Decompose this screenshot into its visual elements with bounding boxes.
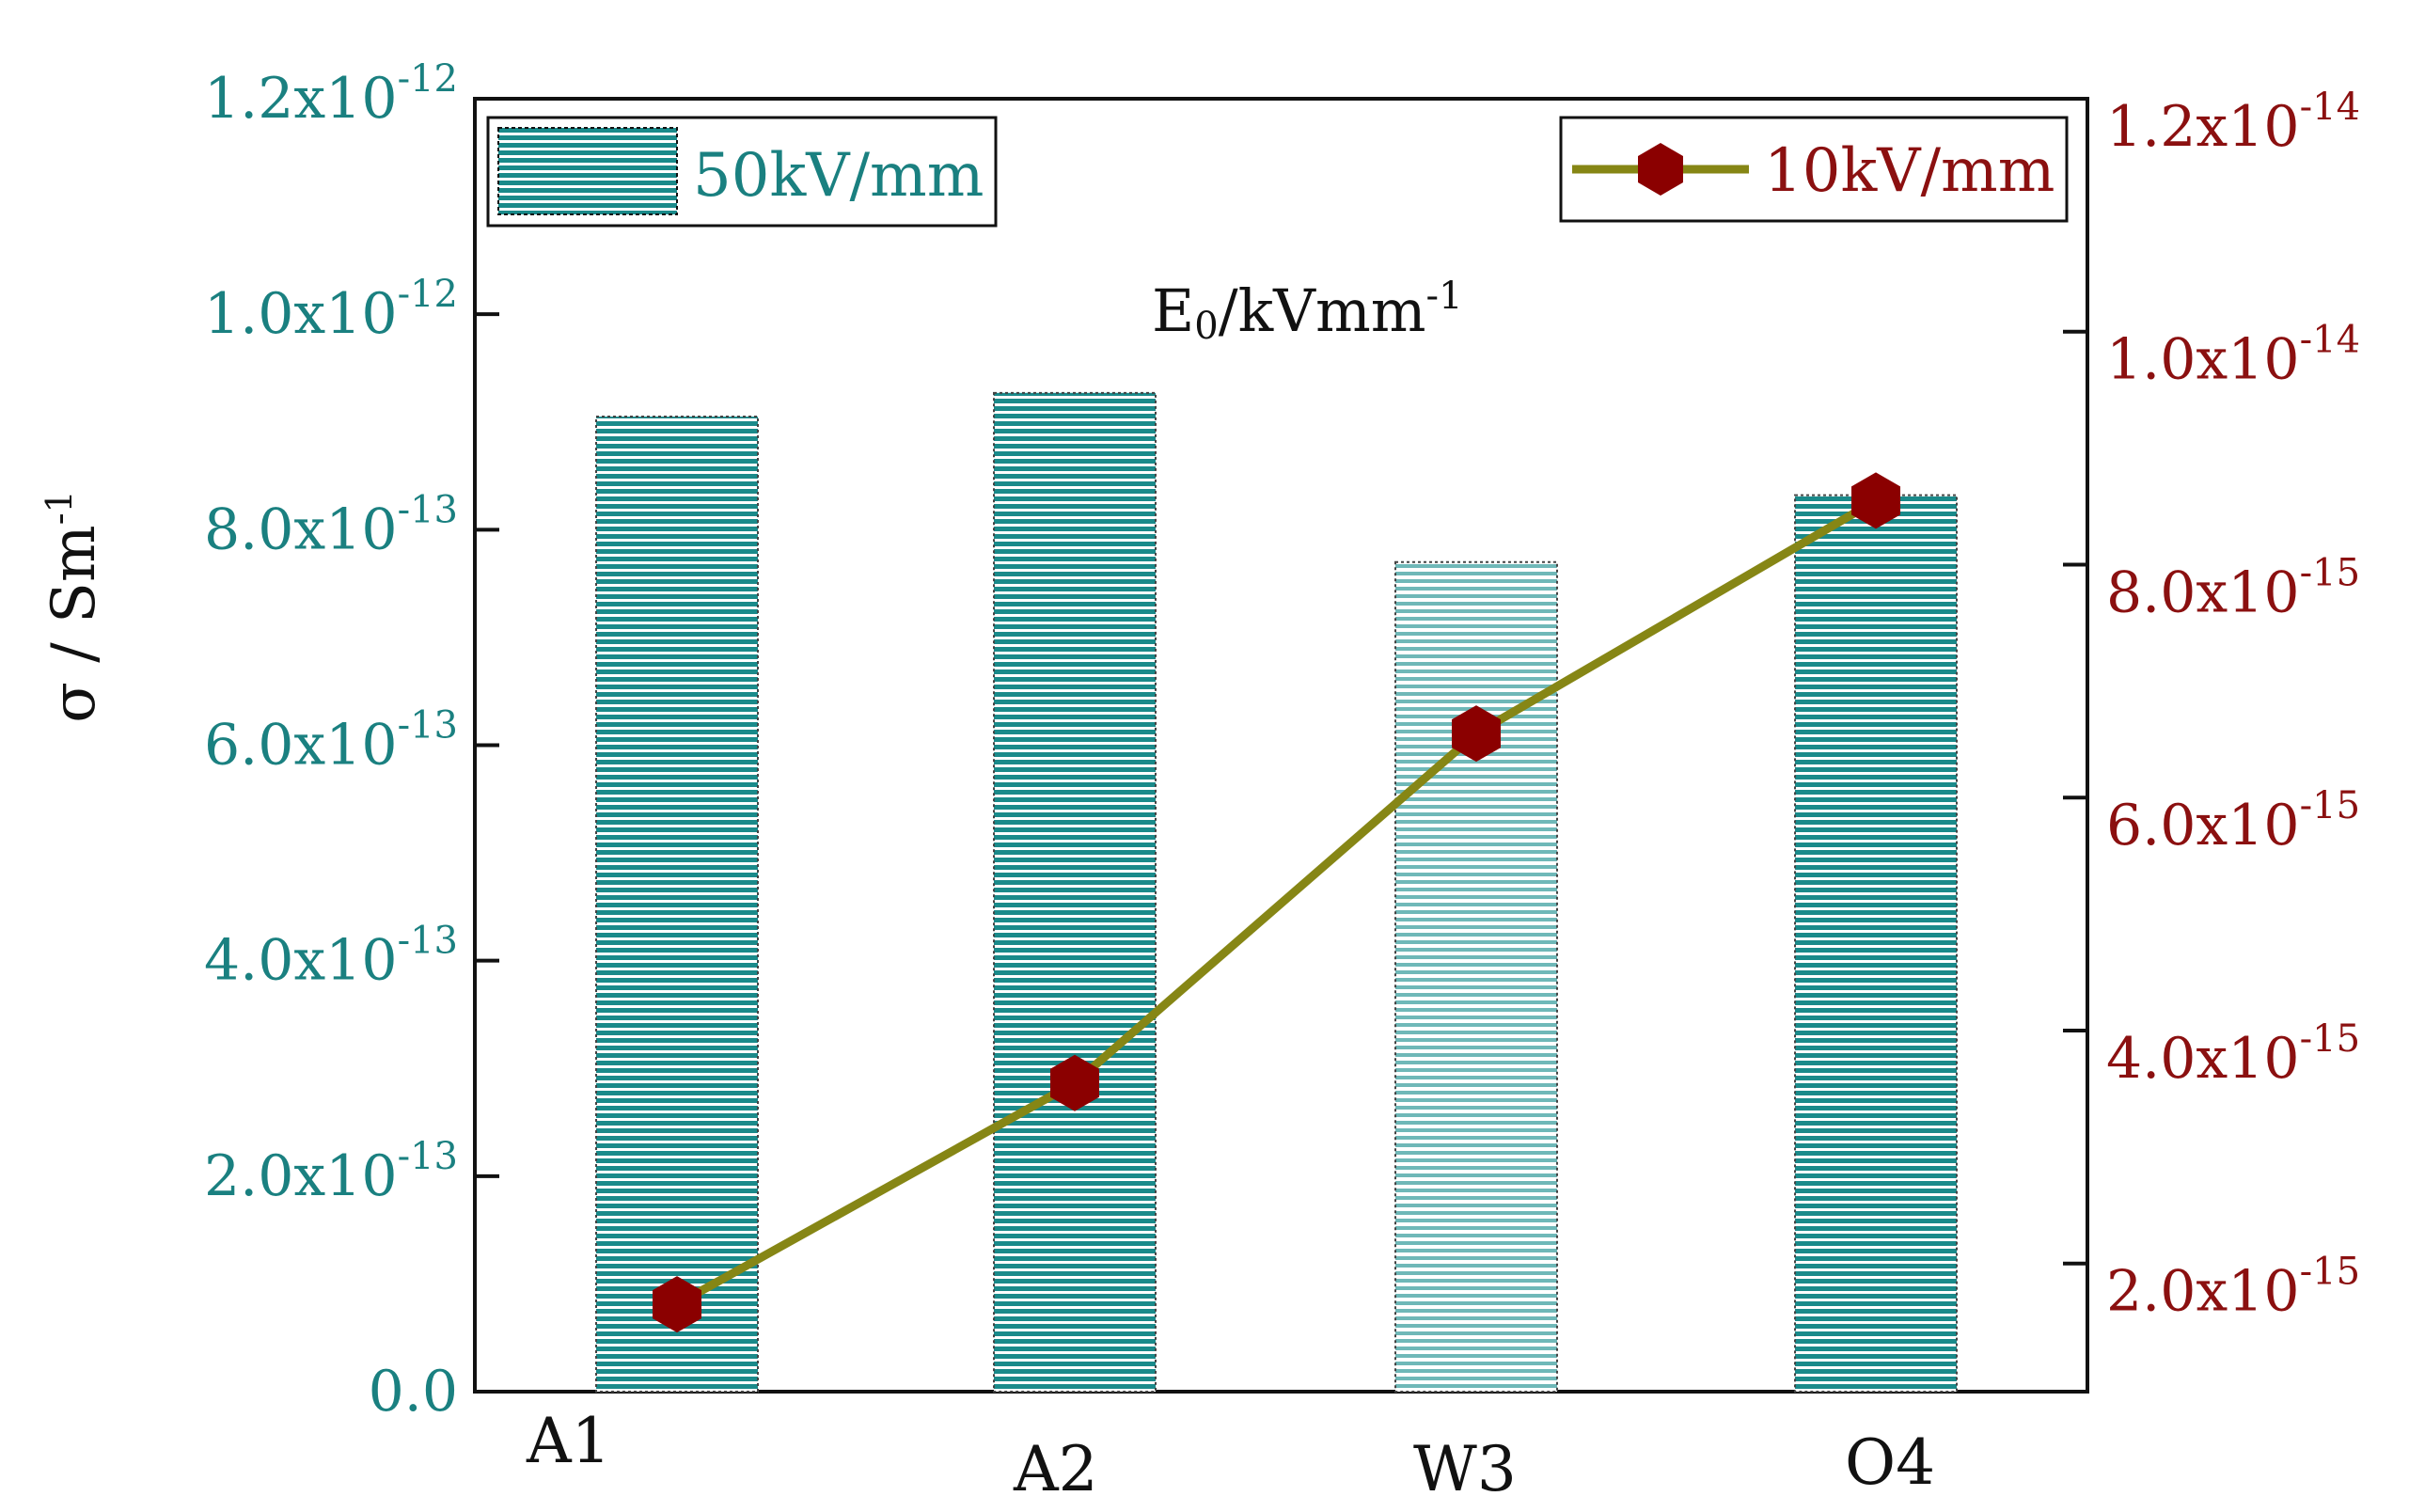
line-marker-a2	[1050, 1054, 1099, 1111]
annotation-base: E	[1152, 276, 1194, 345]
left-tick-mantissa: 8.0x10	[204, 496, 398, 562]
left-tick-mantissa: 0.0	[369, 1359, 458, 1425]
right-tick-exponent: -14	[2300, 319, 2360, 362]
line-marker-a1	[653, 1276, 701, 1333]
left-axis-ticks: 0.02.0x10-134.0x10-136.0x10-138.0x10-131…	[204, 57, 499, 1425]
bar-w3	[1394, 560, 1558, 1393]
y-axis-label-base: σ / Sm	[39, 525, 109, 722]
y-axis-label-sup: -1	[39, 490, 80, 525]
left-tick-label: 4.0x10-13	[204, 920, 458, 994]
bar-o4	[1794, 494, 1958, 1393]
category-labels: A1 A2 W3 O4	[526, 1405, 1935, 1505]
right-tick-label: 6.0x10-15	[2106, 784, 2360, 858]
category-label-w3: W3	[1413, 1433, 1517, 1505]
left-tick-mantissa: 1.0x10	[204, 281, 398, 347]
category-label-a1: A1	[526, 1405, 611, 1477]
right-tick-mantissa: 8.0x10	[2106, 559, 2300, 625]
right-tick-label: 2.0x10-15	[2106, 1251, 2360, 1325]
legend-right-marker	[1638, 143, 1683, 196]
category-label-a2: A2	[1013, 1433, 1098, 1505]
annotation-sub: 0	[1194, 305, 1218, 348]
right-tick-exponent: -14	[2300, 86, 2360, 129]
legend-right: 10kV/mm	[1559, 116, 2069, 223]
legend-left-label: 50kV/mm	[693, 141, 984, 211]
left-tick-label: 0.0	[369, 1359, 458, 1425]
right-tick-exponent: -15	[2300, 784, 2360, 827]
left-tick-label: 1.2x10-12	[204, 57, 458, 132]
line-series	[653, 472, 1900, 1333]
right-tick-label: 8.0x10-15	[2106, 551, 2360, 625]
bar-series	[595, 391, 1958, 1393]
category-label-o4: O4	[1845, 1426, 1935, 1499]
left-tick-label: 2.0x10-13	[204, 1135, 458, 1209]
right-tick-label: 1.0x10-14	[2106, 319, 2360, 393]
left-tick-exponent: -13	[398, 920, 458, 963]
line-marker-o4	[1851, 472, 1900, 529]
left-tick-exponent: -13	[398, 488, 458, 531]
left-tick-label: 1.0x10-12	[204, 273, 458, 347]
left-tick-mantissa: 1.2x10	[204, 66, 398, 132]
right-tick-mantissa: 2.0x10	[2106, 1259, 2300, 1325]
right-axis-ticks: 2.0x10-154.0x10-156.0x10-158.0x10-151.0x…	[2063, 86, 2360, 1325]
right-tick-label: 1.2x10-14	[2106, 86, 2360, 160]
left-tick-exponent: -12	[398, 57, 458, 101]
right-tick-mantissa: 6.0x10	[2106, 793, 2300, 858]
left-tick-exponent: -13	[398, 1135, 458, 1178]
right-tick-mantissa: 1.0x10	[2106, 327, 2300, 393]
y-axis-label: σ / Sm-1	[39, 490, 109, 723]
line-path	[674, 496, 1879, 1309]
left-tick-mantissa: 4.0x10	[204, 928, 398, 994]
bar-a2	[993, 391, 1157, 1393]
left-tick-mantissa: 6.0x10	[204, 713, 398, 779]
annotation-sup: -1	[1426, 275, 1463, 318]
line-marker-w3	[1452, 705, 1501, 763]
left-tick-label: 6.0x10-13	[204, 704, 458, 779]
annotation-rest: /kVmm	[1219, 276, 1426, 345]
left-tick-exponent: -12	[398, 273, 458, 316]
left-tick-mantissa: 2.0x10	[204, 1143, 398, 1209]
bar-a1	[595, 416, 759, 1393]
right-tick-label: 4.0x10-15	[2106, 1017, 2360, 1092]
legend-left: 50kV/mm	[486, 116, 998, 228]
legend-right-label: 10kV/mm	[1764, 136, 2055, 206]
field-annotation: E0/kVmm-1	[1152, 275, 1463, 348]
right-tick-mantissa: 4.0x10	[2106, 1026, 2300, 1092]
left-tick-label: 8.0x10-13	[204, 488, 458, 562]
legend-left-swatch	[497, 127, 678, 215]
left-tick-exponent: -13	[398, 704, 458, 748]
right-tick-exponent: -15	[2300, 1017, 2360, 1061]
right-tick-exponent: -15	[2300, 1251, 2360, 1294]
right-tick-mantissa: 1.2x10	[2106, 94, 2300, 160]
right-tick-exponent: -15	[2300, 551, 2360, 594]
